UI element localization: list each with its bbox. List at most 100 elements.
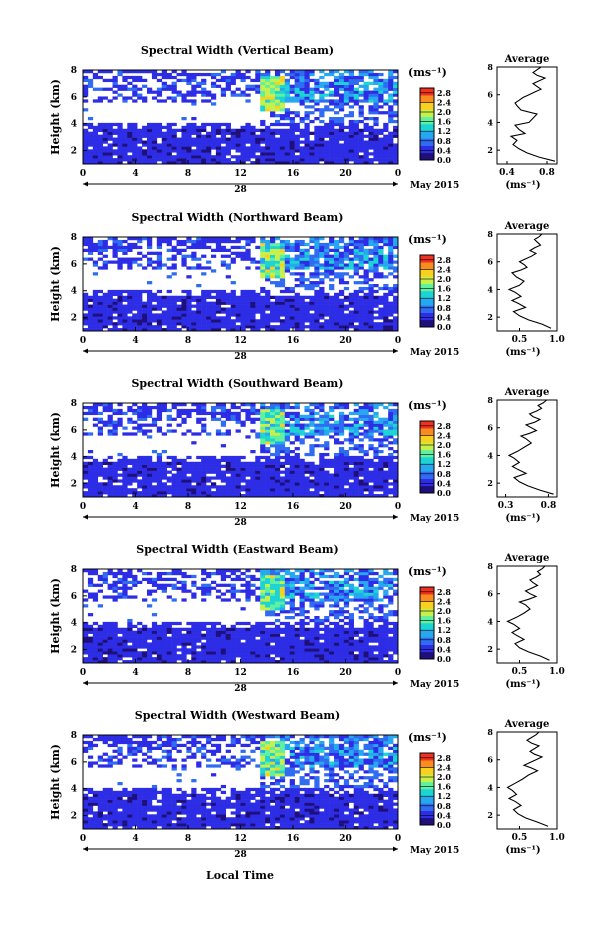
heatmap-cell xyxy=(161,146,167,150)
heatmap-cell xyxy=(102,630,108,634)
heatmap-cell xyxy=(156,405,163,410)
heatmap-cell xyxy=(319,81,325,85)
heatmap-cell xyxy=(186,464,192,468)
heatmap-cell xyxy=(324,125,330,130)
heatmap-cell xyxy=(338,122,345,127)
heatmap-cell xyxy=(270,583,276,587)
heatmap-cell xyxy=(102,146,108,150)
heatmap-cell xyxy=(319,417,325,421)
heatmap-cell xyxy=(137,96,143,100)
heatmap-cell xyxy=(348,90,354,94)
heatmap-cell xyxy=(117,657,123,661)
heatmap-cell xyxy=(289,298,295,302)
heatmap-cell xyxy=(186,479,192,483)
heatmap-cell xyxy=(117,239,123,244)
heatmap-cell xyxy=(373,108,379,112)
heatmap-cell xyxy=(334,99,340,103)
heatmap-cell xyxy=(196,257,202,261)
heatmap-cell xyxy=(225,298,231,302)
heatmap-cell xyxy=(270,595,276,599)
heatmap-cell xyxy=(146,657,153,661)
heatmap-cell xyxy=(299,90,305,94)
heatmap-cell xyxy=(289,417,295,421)
heatmap-cell xyxy=(215,155,222,159)
heatmap-cell xyxy=(87,491,94,495)
heatmap-cell xyxy=(383,319,389,323)
heatmap-cell xyxy=(329,81,335,85)
heatmap-cell xyxy=(137,429,143,433)
heatmap-cell xyxy=(309,158,315,162)
heatmap-cell xyxy=(196,149,202,153)
heatmap-cell xyxy=(191,310,197,314)
heatmap-cell xyxy=(151,131,158,135)
heatmap-cell xyxy=(334,429,340,433)
heatmap-cell xyxy=(87,455,94,460)
heatmap-cell xyxy=(83,411,89,416)
heatmap-cell xyxy=(151,624,158,629)
heatmap-cell xyxy=(83,642,89,646)
heatmap-cell xyxy=(338,405,345,410)
heatmap-cell xyxy=(87,627,94,631)
heatmap-cell xyxy=(112,586,118,590)
heatmap-cell xyxy=(245,583,251,587)
heatmap-cell xyxy=(210,645,217,649)
heatmap-cell xyxy=(388,322,394,326)
heatmap-cell xyxy=(201,577,207,582)
heatmap-cell xyxy=(235,461,241,465)
heatmap-cell xyxy=(334,298,340,302)
heatmap-cell xyxy=(107,423,113,427)
heatmap-cell xyxy=(186,245,192,250)
heatmap-cell xyxy=(83,304,89,308)
heatmap-cell xyxy=(274,482,281,486)
heatmap-cell xyxy=(250,420,256,424)
colorbar-swatch xyxy=(420,131,434,139)
heatmap-cell xyxy=(388,117,394,121)
heatmap-cell xyxy=(235,140,241,144)
heatmap-cell xyxy=(127,569,133,573)
heatmap-cell xyxy=(274,435,281,439)
heatmap-cell xyxy=(142,99,148,103)
heatmap-cell xyxy=(284,322,291,326)
heatmap-cell xyxy=(171,479,177,483)
heatmap-cell xyxy=(137,657,143,661)
heatmap-cell xyxy=(245,657,251,661)
heatmap-cell xyxy=(368,289,374,294)
heatmap-cell xyxy=(284,137,291,141)
heatmap-cell xyxy=(151,292,158,297)
heatmap-cell xyxy=(235,414,241,418)
heatmap-cell xyxy=(289,125,295,130)
heatmap-cell xyxy=(107,310,113,314)
beam-panel: Spectral Width (Northward Beam)Height (k… xyxy=(49,211,565,362)
heatmap-cell xyxy=(358,482,364,486)
heatmap-cell xyxy=(206,292,212,297)
heatmap-cell xyxy=(220,651,227,655)
heatmap-cell xyxy=(289,96,295,100)
heatmap-cell xyxy=(97,648,103,652)
heatmap-cell xyxy=(260,266,266,270)
y-tick-label: 6 xyxy=(71,93,77,103)
heatmap-cell xyxy=(265,99,271,103)
heatmap-cell xyxy=(146,146,153,150)
heatmap-cell xyxy=(225,158,231,162)
heatmap-cell xyxy=(112,461,118,465)
heatmap-cell xyxy=(112,237,118,241)
heatmap-cell xyxy=(176,633,182,637)
heatmap-cell xyxy=(294,239,300,244)
heatmap-cell xyxy=(245,630,251,634)
heatmap-cell xyxy=(388,93,394,97)
heatmap-cell xyxy=(319,444,325,448)
heatmap-cell xyxy=(122,464,128,468)
heatmap-cell xyxy=(220,574,227,579)
heatmap-cell xyxy=(156,313,163,317)
heatmap-cell xyxy=(142,316,148,320)
heatmap-cell xyxy=(112,660,118,664)
date-label: May 2015 xyxy=(410,348,459,358)
heatmap-cell xyxy=(329,248,335,252)
heatmap-cell xyxy=(191,328,197,332)
heatmap-cell xyxy=(210,455,217,460)
heatmap-cell xyxy=(127,328,133,332)
heatmap-cell xyxy=(196,284,202,288)
heatmap-cell xyxy=(368,461,374,465)
heatmap-cell xyxy=(304,417,310,421)
heatmap-cell xyxy=(240,295,246,299)
